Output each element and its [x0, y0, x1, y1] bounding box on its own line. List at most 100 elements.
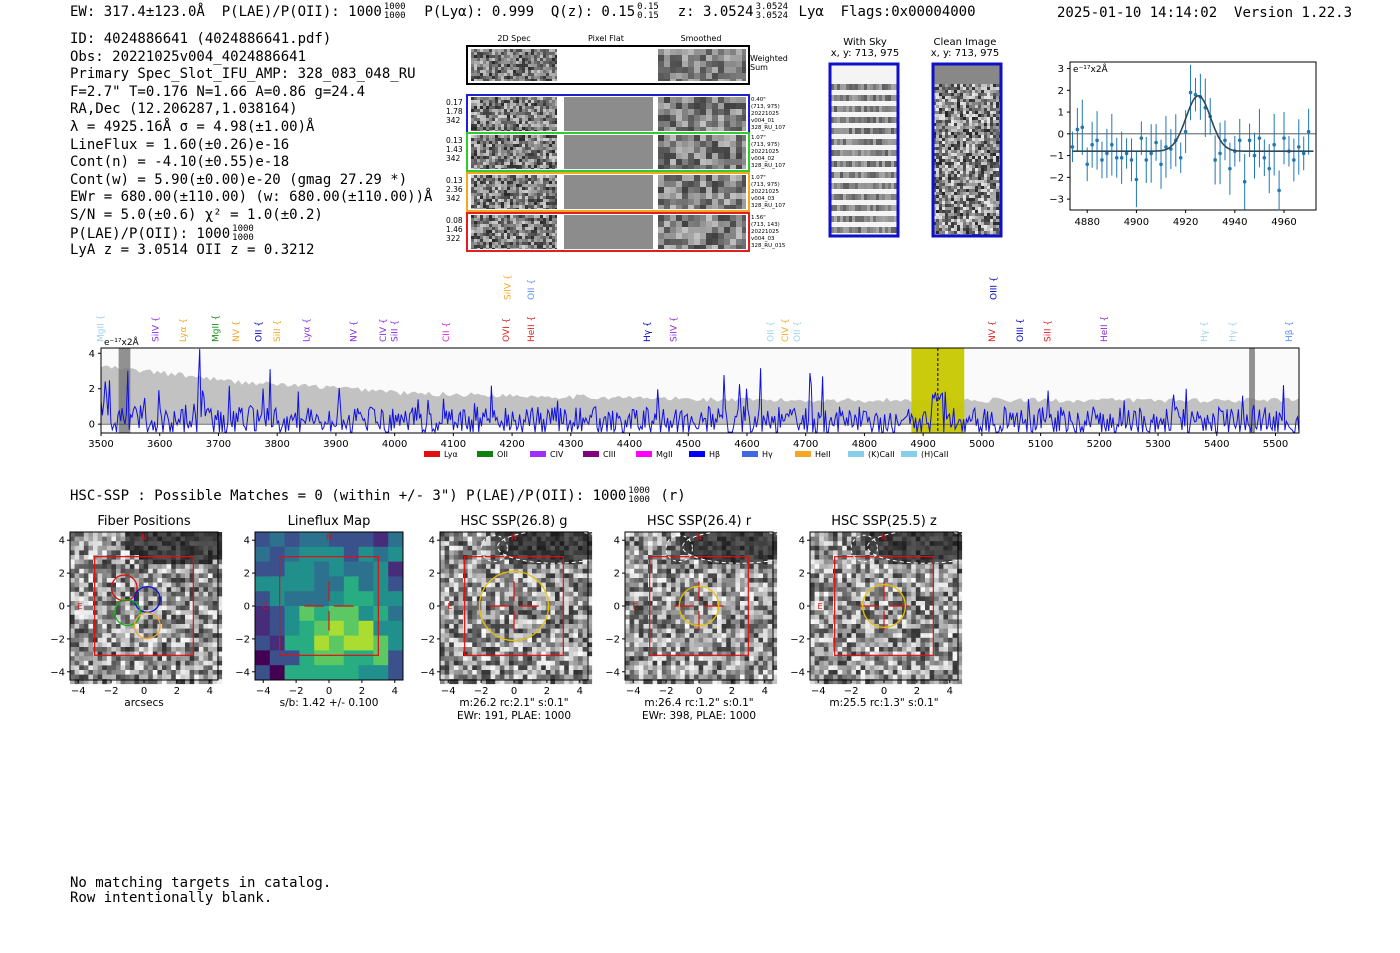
spectrum-axes-frame — [100, 347, 1300, 434]
cutout-meta: 1.56" — [751, 215, 766, 221]
cutout-meta: 20221025 — [751, 229, 779, 235]
zoom-data-point — [1134, 177, 1139, 182]
stamp-ytick-label: 2 — [799, 569, 805, 580]
stamp-ytick-label: −4 — [50, 667, 65, 678]
legend-swatch — [900, 451, 917, 457]
stamp-ytick-label: 2 — [614, 569, 620, 580]
zoom-ytick-label: 3 — [1058, 64, 1064, 75]
cutout-meta: 20221025 — [751, 189, 779, 195]
zoom-data-point — [1080, 125, 1085, 130]
zoom-data-point — [1257, 136, 1262, 140]
stamp-xtick-label: 4 — [207, 686, 213, 697]
clean-image-title: Clean Image x, y: 713, 975 — [920, 37, 1010, 59]
zoom-data-point — [1178, 155, 1183, 160]
info-radec: RA,Dec (12.206287,1.038164) — [70, 101, 298, 118]
spectrum-legend-item: HeII — [794, 450, 831, 459]
hsc-band: (r) — [660, 488, 686, 504]
east-marker: E — [447, 602, 452, 611]
zoom-xtick-label: 4940 — [1222, 217, 1247, 228]
info-plae-lower: 1000 — [232, 232, 254, 243]
stamp-caption: m:26.4 rc:1.2" s:0.1" — [644, 697, 753, 709]
legend-swatch — [688, 451, 705, 457]
stamp-xtick-label: −2 — [104, 686, 119, 697]
spectral-line-label: SiIV { — [152, 316, 162, 342]
hsc-summary: HSC-SSP : Possible Matches = 0 (within +… — [70, 487, 686, 505]
stamp-image — [810, 532, 963, 685]
legend-label: OII — [497, 450, 508, 459]
weighted-2d-spec — [471, 49, 557, 81]
catalog-circle — [480, 534, 508, 563]
north-marker: N — [696, 533, 702, 542]
cutout-column-header: 2D Spec — [497, 34, 530, 43]
ew-value: EW: 317.4±123.0Å — [70, 4, 205, 20]
cutout-value-a: 1.43 — [446, 145, 463, 154]
zoom-data-point — [1252, 153, 1257, 158]
cutout-pixel-flat — [564, 175, 653, 209]
legend-label: MgII — [656, 450, 673, 459]
stamp-xtick-label: 2 — [359, 686, 365, 697]
info-sn: S/N = 5.0(±0.6) χ² = 1.0(±0.2) — [70, 206, 323, 223]
zoom-ytick-label: 0 — [1058, 129, 1064, 140]
stamp-ytick-label: −4 — [235, 667, 250, 678]
cutout-column-header: Smoothed — [681, 34, 722, 43]
z-upper: 3.0524 — [755, 2, 789, 12]
spectrum-flux-line — [100, 348, 1300, 434]
stamp-xtick-label: 4 — [577, 686, 583, 697]
stamp-title: HSC SSP(25.5) z — [831, 514, 937, 529]
east-marker: E — [262, 602, 267, 611]
stamp-ytick-label: −2 — [605, 634, 620, 645]
weighted-sum-label: Weighted — [750, 54, 788, 63]
spectrum-xtick-label: 3600 — [147, 439, 172, 450]
spectral-line-label: SiIV { — [670, 316, 680, 342]
cutout-row-frame — [466, 132, 750, 172]
zoom-data-point — [1129, 158, 1134, 162]
spectrum-xtick-label: 4900 — [910, 439, 935, 450]
cutout-meta: 20221025 — [751, 149, 779, 155]
cutout-row-frame — [466, 172, 750, 212]
zoom-data-point — [1228, 166, 1232, 171]
legend-label: (H)CaII — [921, 450, 948, 459]
stamp-xtick-label: 2 — [914, 686, 920, 697]
spectrum-legend-item: (H)CaII — [900, 450, 948, 459]
spectrum-xtick-label: 3900 — [323, 439, 348, 450]
hsc-plae-fraction: 1000 1000 — [628, 487, 650, 505]
zoom-ytick-label: 2 — [1058, 86, 1064, 97]
stamp-xtick-label: 0 — [511, 686, 517, 697]
stamp-2: Lineflux Map N E 4 2 0 −2 −4 −4 −2 0 2 4 s/b: 1.42 +/… — [235, 514, 404, 709]
footer-line-2: Row intentionally blank. — [70, 890, 273, 906]
stamp-xtick-label: 0 — [696, 686, 702, 697]
spectrum-legend-item: (K)CaII — [847, 450, 895, 459]
stamp-ytick-label: 2 — [244, 569, 250, 580]
spectrum-noise-envelope — [101, 365, 1299, 425]
spectrum-xtick-label: 4600 — [734, 439, 759, 450]
clean-image-label: Clean Image — [933, 37, 997, 48]
fiber-circle — [114, 599, 142, 627]
full-spectrum-plot: e⁻¹⁷x2Å 4 2 0 3500 3600 3700 3800 3900 4000 4100 42… — [88, 274, 1300, 459]
spectral-line-label: OVI { — [502, 318, 512, 342]
stamp-ytick-label: −2 — [420, 634, 435, 645]
info-id: ID: 4024886641 (4024886641.pdf) — [70, 31, 332, 47]
zoom-ytick-label: −1 — [1049, 151, 1064, 162]
spectral-line-label: MgII { — [96, 315, 106, 342]
info-contn: Cont(n) = -4.10(±0.55)e-18 — [70, 154, 290, 171]
legend-swatch — [794, 451, 811, 457]
stamp-ytick-label: 4 — [429, 536, 435, 547]
spectrum-xtick-label: 3800 — [264, 439, 289, 450]
zoom-unit-label: e⁻¹⁷x2Å — [1073, 63, 1109, 75]
spectral-line-label: NV { — [349, 321, 359, 342]
spectral-line-label: OIII { — [1016, 318, 1026, 342]
zoom-data-point — [1247, 138, 1252, 143]
stamp-caption: arcsecs — [124, 697, 163, 709]
legend-swatch — [423, 451, 440, 457]
cutout-pixel-flat — [564, 215, 653, 249]
spectral-line-label: OIII { — [990, 276, 1000, 300]
spectrum-legend-item: Lyα — [423, 450, 458, 459]
stamp-xtick-label: −2 — [844, 686, 859, 697]
spectral-line-label: CIV { — [781, 318, 791, 342]
stamp-ytick-label: −2 — [235, 634, 250, 645]
legend-swatch — [847, 451, 864, 457]
stamp-xtick-label: −4 — [71, 686, 86, 697]
legend-swatch — [582, 451, 599, 457]
cutout-2d-spec — [471, 135, 557, 169]
